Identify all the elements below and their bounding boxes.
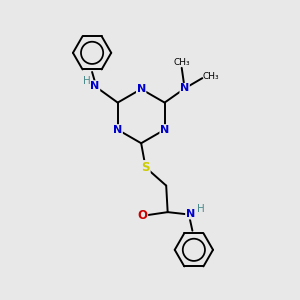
Text: O: O <box>137 208 147 222</box>
Text: N: N <box>186 209 195 219</box>
Text: H: H <box>83 76 91 86</box>
Text: S: S <box>141 161 150 174</box>
Text: N: N <box>160 125 169 135</box>
Text: N: N <box>180 83 189 94</box>
Text: N: N <box>136 84 146 94</box>
Text: N: N <box>90 81 100 91</box>
Text: N: N <box>113 125 122 135</box>
Text: H: H <box>197 204 205 214</box>
Text: CH₃: CH₃ <box>202 72 219 81</box>
Text: CH₃: CH₃ <box>173 58 190 67</box>
